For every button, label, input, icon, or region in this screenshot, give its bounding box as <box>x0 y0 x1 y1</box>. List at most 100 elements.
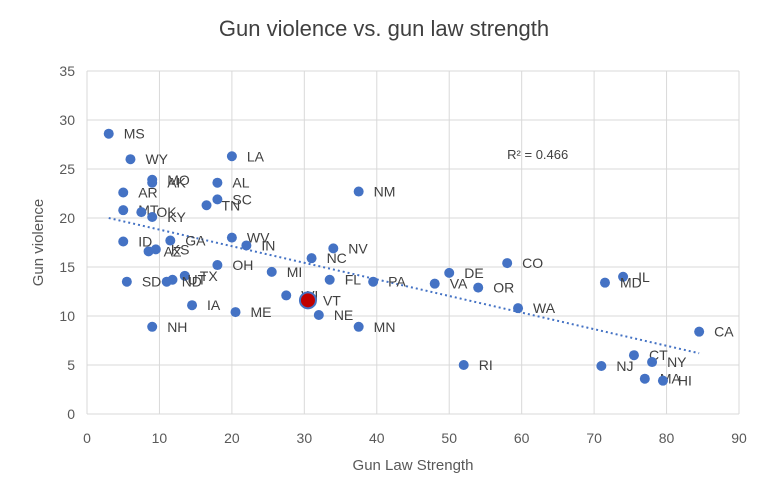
data-point <box>513 303 524 314</box>
data-point <box>241 240 252 251</box>
data-point <box>125 154 136 165</box>
y-tick-label: 10 <box>59 308 75 324</box>
data-label: DE <box>464 265 483 281</box>
data-point <box>618 271 629 282</box>
data-label: AZ <box>164 243 182 259</box>
trendline <box>108 217 700 355</box>
r-squared-label: R² = 0.466 <box>507 147 568 162</box>
data-point <box>121 276 132 287</box>
data-point <box>143 246 154 257</box>
data-point <box>694 326 705 337</box>
y-tick-label: 35 <box>59 63 75 79</box>
data-point <box>147 212 158 223</box>
data-label: SC <box>232 191 251 207</box>
data-point <box>212 260 223 271</box>
data-point <box>628 350 639 361</box>
data-label: NV <box>348 240 368 256</box>
data-label: UT <box>187 272 206 288</box>
data-label: NC <box>327 250 347 266</box>
x-tick-label: 0 <box>83 430 91 446</box>
data-point <box>212 177 223 188</box>
data-label: MI <box>287 264 303 280</box>
data-label: SD <box>142 274 161 290</box>
data-point <box>136 207 147 218</box>
data-label: WY <box>145 151 168 167</box>
data-point <box>165 235 176 246</box>
x-tick-label: 60 <box>514 430 530 446</box>
data-point <box>118 236 129 247</box>
x-tick-label: 90 <box>731 430 747 446</box>
x-tick-label: 30 <box>297 430 313 446</box>
data-point <box>458 360 469 370</box>
y-tick-label: 20 <box>59 210 75 226</box>
data-point <box>306 253 317 264</box>
data-label: ME <box>251 304 272 320</box>
data-point <box>353 186 364 197</box>
data-label: NY <box>667 354 687 370</box>
data-point <box>230 307 241 318</box>
data-point <box>368 276 379 287</box>
data-label: CA <box>714 324 734 340</box>
data-label: LA <box>247 148 265 164</box>
data-label: ID <box>138 234 152 250</box>
data-point <box>473 282 484 293</box>
data-point <box>187 300 198 311</box>
data-point <box>444 267 455 278</box>
data-label: HI <box>678 373 692 389</box>
y-tick-label: 0 <box>67 406 75 422</box>
data-label: MD <box>620 275 642 291</box>
data-label: ND <box>182 274 202 290</box>
data-label: RI <box>479 357 493 373</box>
data-label: IL <box>638 269 650 285</box>
y-tick-label: 5 <box>67 357 75 373</box>
data-point <box>226 232 237 243</box>
data-point <box>179 270 190 281</box>
data-point <box>281 290 292 301</box>
data-point <box>161 276 172 287</box>
x-tick-label: 10 <box>152 430 168 446</box>
data-label: AL <box>232 175 249 191</box>
x-axis-title: Gun Law Strength <box>353 457 474 474</box>
data-label: OK <box>156 204 177 220</box>
data-label: NH <box>167 319 187 335</box>
data-point <box>502 258 513 269</box>
data-point <box>212 194 223 205</box>
data-label: VT <box>323 292 341 308</box>
data-label: NM <box>374 184 396 200</box>
y-tick-label: 30 <box>59 112 75 128</box>
data-label: KY <box>167 209 186 225</box>
x-tick-label: 80 <box>659 430 675 446</box>
data-label: OR <box>493 280 514 296</box>
data-label: GA <box>185 233 206 249</box>
data-label: KS <box>171 241 190 257</box>
x-tick-label: 20 <box>224 430 240 446</box>
data-label: IN <box>261 237 275 253</box>
data-point <box>328 243 339 254</box>
data-point <box>147 177 158 188</box>
data-point <box>324 274 335 285</box>
data-label: IA <box>207 297 221 313</box>
data-label: CO <box>522 255 543 271</box>
y-tick-label: 25 <box>59 161 75 177</box>
y-tick-label: 15 <box>59 259 75 275</box>
y-axis-title: Gun violence <box>30 199 47 287</box>
data-label: PA <box>388 274 406 290</box>
data-label: AK <box>167 175 186 191</box>
data-point <box>118 205 129 216</box>
x-tick-label: 40 <box>369 430 385 446</box>
data-label: VA <box>450 276 468 292</box>
data-label: MS <box>124 126 145 142</box>
data-point <box>647 357 658 368</box>
data-point <box>657 375 668 386</box>
data-point <box>201 200 212 211</box>
data-point <box>226 151 237 162</box>
data-point <box>599 277 610 288</box>
data-point <box>266 266 277 277</box>
data-label: OH <box>232 257 253 273</box>
data-point <box>353 321 364 332</box>
data-label: WA <box>533 300 556 316</box>
data-label: MO <box>167 172 190 188</box>
data-point <box>147 321 158 332</box>
